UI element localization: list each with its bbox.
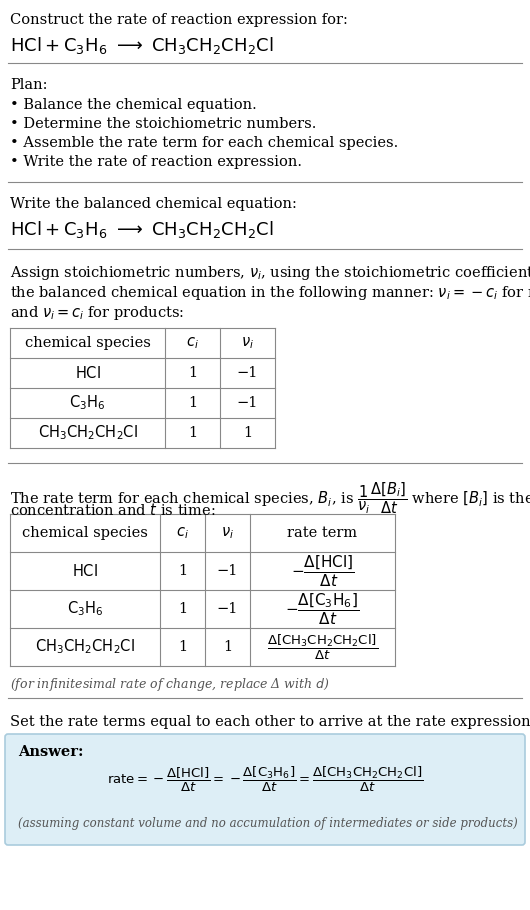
Text: $\mathrm{CH_3CH_2CH_2Cl}$: $\mathrm{CH_3CH_2CH_2Cl}$ — [35, 638, 135, 656]
Text: 1: 1 — [243, 426, 252, 440]
Text: $c_i$: $c_i$ — [176, 525, 189, 541]
Text: the balanced chemical equation in the following manner: $\nu_i = -c_i$ for react: the balanced chemical equation in the fo… — [10, 284, 530, 302]
Text: $\mathrm{C_3H_6}$: $\mathrm{C_3H_6}$ — [69, 394, 105, 412]
Text: $\mathrm{HCl}$: $\mathrm{HCl}$ — [72, 563, 98, 579]
Text: Assign stoichiometric numbers, $\nu_i$, using the stoichiometric coefficients, $: Assign stoichiometric numbers, $\nu_i$, … — [10, 264, 530, 282]
Text: Answer:: Answer: — [18, 745, 84, 759]
Text: 1: 1 — [188, 426, 197, 440]
Text: 1: 1 — [178, 640, 187, 654]
Text: • Balance the chemical equation.: • Balance the chemical equation. — [10, 98, 257, 112]
Text: Plan:: Plan: — [10, 78, 48, 92]
Text: 1: 1 — [188, 366, 197, 380]
Text: $\mathrm{HCl + C_3H_6 \ \longrightarrow \ CH_3CH_2CH_2Cl}$: $\mathrm{HCl + C_3H_6 \ \longrightarrow … — [10, 35, 273, 56]
Text: −1: −1 — [217, 564, 238, 578]
Text: −1: −1 — [237, 366, 258, 380]
Text: chemical species: chemical species — [22, 526, 148, 540]
Text: $c_i$: $c_i$ — [186, 335, 199, 351]
Text: $\mathrm{HCl + C_3H_6 \ \longrightarrow \ CH_3CH_2CH_2Cl}$: $\mathrm{HCl + C_3H_6 \ \longrightarrow … — [10, 219, 273, 240]
Text: $\mathrm{CH_3CH_2CH_2Cl}$: $\mathrm{CH_3CH_2CH_2Cl}$ — [38, 424, 137, 442]
Text: −1: −1 — [217, 602, 238, 616]
Text: chemical species: chemical species — [24, 336, 151, 350]
Text: $\mathrm{rate} = -\dfrac{\Delta[\mathrm{HCl}]}{\Delta t} = -\dfrac{\Delta[\mathr: $\mathrm{rate} = -\dfrac{\Delta[\mathrm{… — [107, 764, 423, 794]
Text: −1: −1 — [237, 396, 258, 410]
Text: 1: 1 — [178, 564, 187, 578]
Text: $\dfrac{\Delta[\mathrm{CH_3CH_2CH_2Cl}]}{\Delta t}$: $\dfrac{\Delta[\mathrm{CH_3CH_2CH_2Cl}]}… — [267, 632, 378, 662]
Text: Set the rate terms equal to each other to arrive at the rate expression:: Set the rate terms equal to each other t… — [10, 715, 530, 729]
Text: rate term: rate term — [287, 526, 358, 540]
Text: $\mathrm{C_3H_6}$: $\mathrm{C_3H_6}$ — [67, 600, 103, 619]
Text: (for infinitesimal rate of change, replace Δ with $d$): (for infinitesimal rate of change, repla… — [10, 676, 330, 693]
Text: $-\dfrac{\Delta[\mathrm{HCl}]}{\Delta t}$: $-\dfrac{\Delta[\mathrm{HCl}]}{\Delta t}… — [291, 553, 354, 589]
Text: concentration and $t$ is time:: concentration and $t$ is time: — [10, 502, 216, 518]
Text: $-\dfrac{\Delta[\mathrm{C_3H_6}]}{\Delta t}$: $-\dfrac{\Delta[\mathrm{C_3H_6}]}{\Delta… — [286, 592, 359, 627]
Text: 1: 1 — [223, 640, 232, 654]
Text: Write the balanced chemical equation:: Write the balanced chemical equation: — [10, 197, 297, 211]
Text: • Determine the stoichiometric numbers.: • Determine the stoichiometric numbers. — [10, 117, 316, 131]
Text: 1: 1 — [188, 396, 197, 410]
Text: $\nu_i$: $\nu_i$ — [221, 525, 234, 541]
Text: The rate term for each chemical species, $B_i$, is $\dfrac{1}{\nu_i}\dfrac{\Delt: The rate term for each chemical species,… — [10, 480, 530, 516]
Text: $\mathrm{HCl}$: $\mathrm{HCl}$ — [75, 365, 101, 381]
Text: • Write the rate of reaction expression.: • Write the rate of reaction expression. — [10, 155, 302, 169]
Text: • Assemble the rate term for each chemical species.: • Assemble the rate term for each chemic… — [10, 136, 398, 150]
Text: Construct the rate of reaction expression for:: Construct the rate of reaction expressio… — [10, 13, 348, 27]
Text: and $\nu_i = c_i$ for products:: and $\nu_i = c_i$ for products: — [10, 304, 184, 322]
Text: 1: 1 — [178, 602, 187, 616]
FancyBboxPatch shape — [5, 734, 525, 845]
Text: $\nu_i$: $\nu_i$ — [241, 335, 254, 351]
Text: (assuming constant volume and no accumulation of intermediates or side products): (assuming constant volume and no accumul… — [18, 817, 518, 830]
